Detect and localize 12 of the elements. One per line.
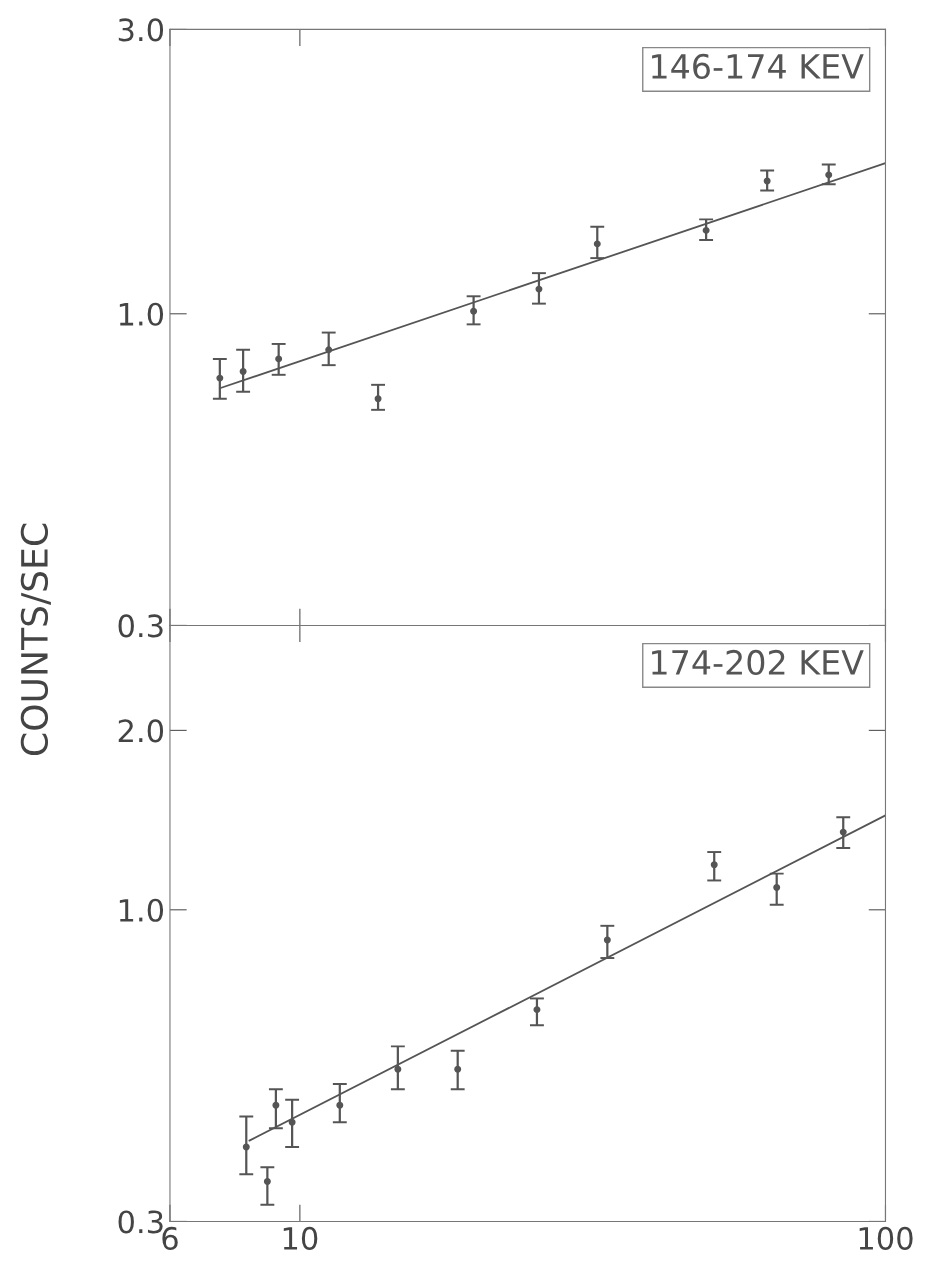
x-tick-label: 10 [283, 1226, 318, 1250]
y-tick-label: 1.0 [119, 898, 164, 922]
y-tick-label: 3.0 [118, 18, 164, 42]
x-tick-label: 100 [859, 1226, 913, 1250]
y-tick-label: 0.3 [118, 614, 163, 638]
y-axis-title: COUNTS/SEC [20, 523, 51, 756]
y-tick-label: 0.3 [118, 1210, 163, 1234]
y-tick-label: 2.0 [118, 719, 164, 743]
x-tick-label: 6 [162, 1226, 178, 1250]
annotation: 174-202 KEV [652, 649, 864, 676]
y-tick-label: 1.0 [119, 302, 164, 326]
annotation: 146-174 KEV [652, 53, 864, 80]
